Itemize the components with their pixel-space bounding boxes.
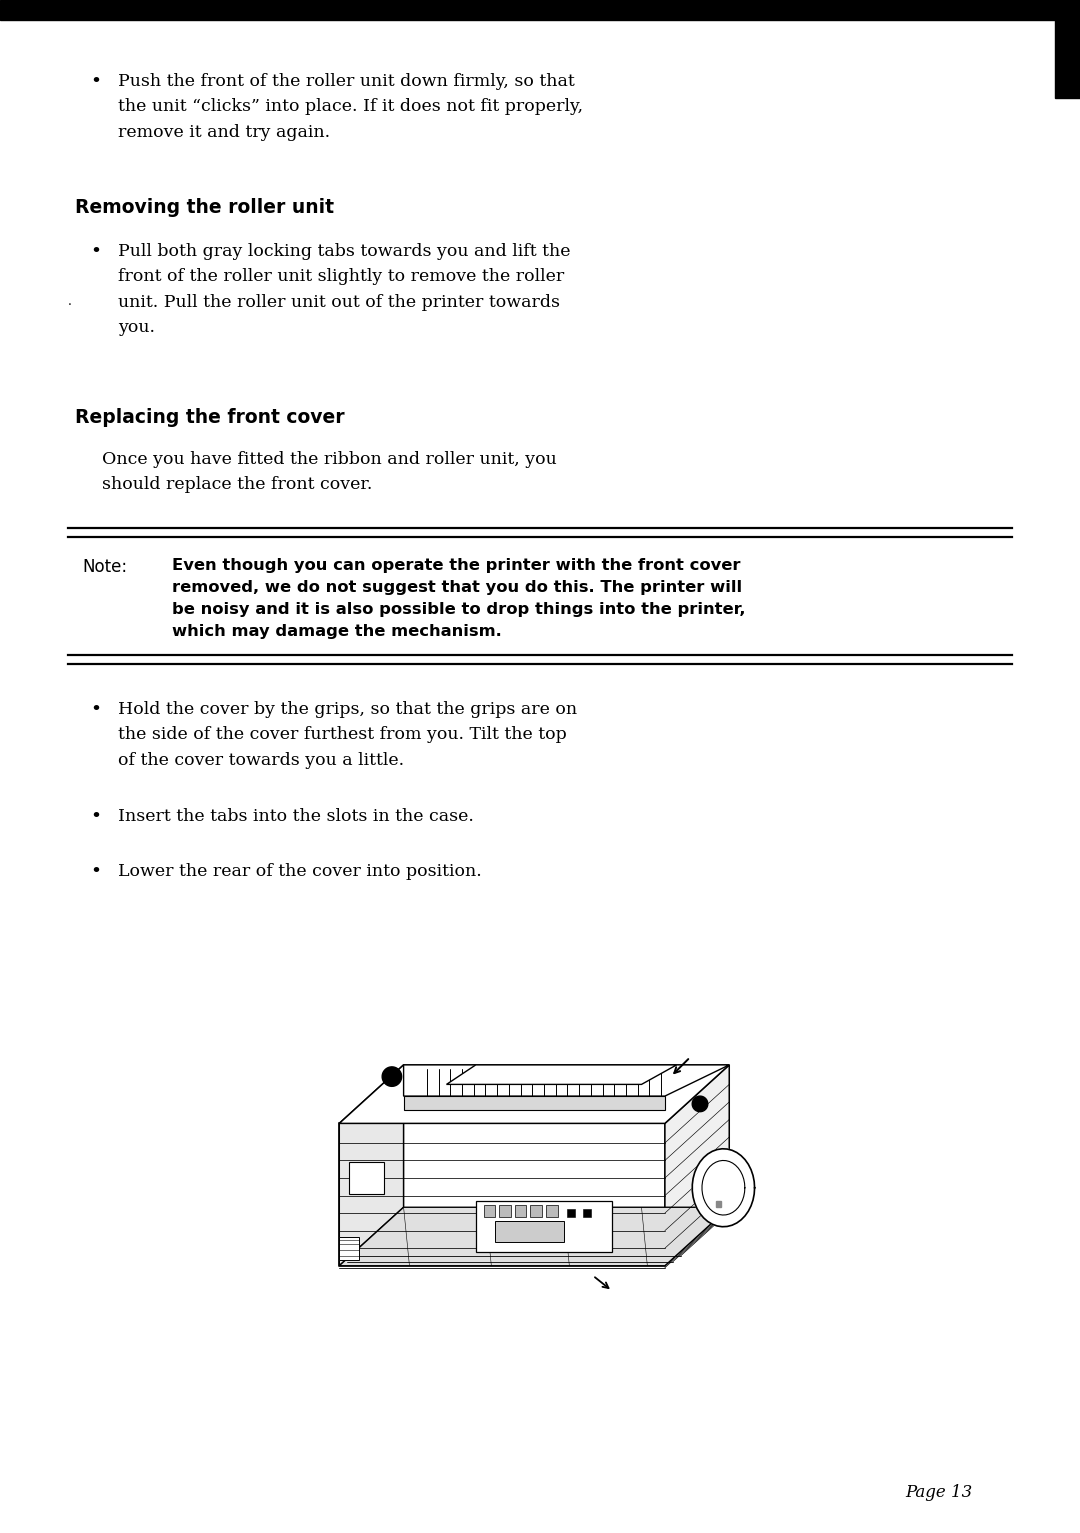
Text: •: •: [90, 74, 102, 90]
Text: •: •: [90, 701, 102, 719]
Polygon shape: [665, 1065, 729, 1266]
Polygon shape: [530, 1205, 542, 1217]
Polygon shape: [692, 1148, 755, 1226]
Text: Lower the rear of the cover into position.: Lower the rear of the cover into positio…: [118, 863, 482, 880]
Polygon shape: [546, 1205, 557, 1217]
Text: •: •: [90, 863, 102, 881]
Text: Push the front of the roller unit down firmly, so that
the unit “clicks” into pl: Push the front of the roller unit down f…: [118, 74, 583, 141]
Polygon shape: [476, 1202, 612, 1252]
Polygon shape: [339, 1065, 404, 1266]
Polygon shape: [484, 1205, 496, 1217]
Text: •: •: [90, 244, 102, 261]
Polygon shape: [583, 1210, 591, 1217]
Polygon shape: [339, 1065, 729, 1124]
Polygon shape: [692, 1096, 707, 1111]
Polygon shape: [499, 1205, 511, 1217]
Polygon shape: [404, 1065, 729, 1096]
Polygon shape: [349, 1162, 384, 1194]
Text: Page 13: Page 13: [905, 1484, 972, 1501]
Polygon shape: [446, 1065, 676, 1084]
Polygon shape: [382, 1067, 402, 1087]
Polygon shape: [404, 1096, 665, 1110]
Polygon shape: [515, 1205, 526, 1217]
Text: •: •: [90, 808, 102, 826]
Text: Pull both gray locking tabs towards you and lift the
front of the roller unit sl: Pull both gray locking tabs towards you …: [118, 244, 570, 336]
Text: Removing the roller unit: Removing the roller unit: [75, 198, 334, 218]
Text: Once you have fitted the ribbon and roller unit, you
should replace the front co: Once you have fitted the ribbon and roll…: [102, 451, 557, 494]
Polygon shape: [339, 1208, 729, 1266]
Bar: [716, 1202, 721, 1208]
Polygon shape: [339, 1124, 665, 1266]
Text: .: .: [68, 294, 72, 308]
Polygon shape: [496, 1220, 564, 1242]
Text: Replacing the front cover: Replacing the front cover: [75, 408, 345, 428]
Bar: [0, 0, 1080, 20]
Polygon shape: [339, 1237, 359, 1260]
Text: Note:: Note:: [82, 558, 127, 576]
Text: Insert the tabs into the slots in the case.: Insert the tabs into the slots in the ca…: [118, 808, 474, 825]
Bar: [1055, 20, 1080, 98]
Polygon shape: [567, 1210, 576, 1217]
Text: Even though you can operate the printer with the front cover
removed, we do not : Even though you can operate the printer …: [172, 558, 745, 639]
Text: Hold the cover by the grips, so that the grips are on
the side of the cover furt: Hold the cover by the grips, so that the…: [118, 701, 577, 770]
